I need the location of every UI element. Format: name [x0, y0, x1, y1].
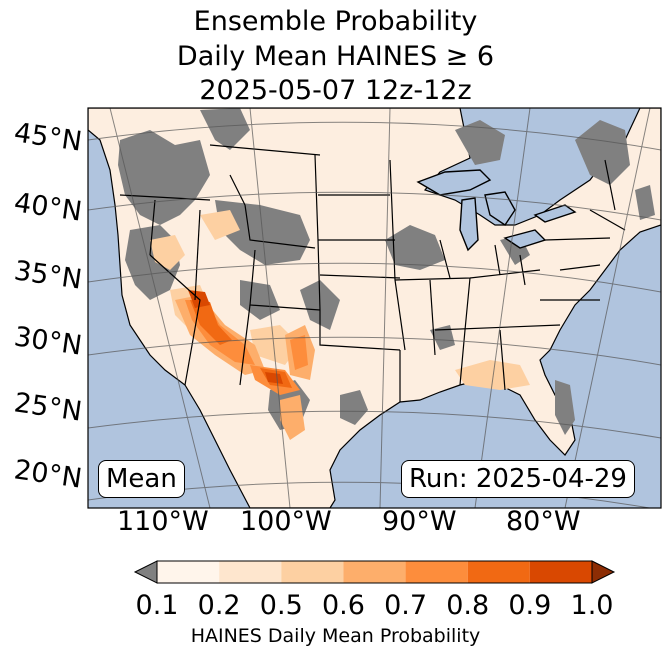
colorbar-under-triangle: [133, 560, 158, 584]
graticule: [88, 108, 661, 508]
colorbar: [133, 560, 616, 584]
colorbar-frame: [156, 560, 593, 584]
state-borders: [119, 144, 626, 402]
colorbar-cell: [219, 561, 282, 583]
colorbar-tick-label: 0.9: [508, 590, 552, 621]
colorbar-cell: [467, 561, 530, 583]
stat-annotation: Mean: [98, 460, 185, 498]
lon-label-110: 110°W: [117, 506, 209, 537]
colorbar-label: HAINES Daily Mean Probability: [190, 625, 481, 647]
great-lakes: [416, 169, 577, 252]
colorbar-cell: [405, 561, 468, 583]
colorbar-tick-label: 0.7: [384, 590, 428, 621]
colorbar-cell: [343, 561, 406, 583]
map-frame: [87, 107, 662, 509]
colorbar-tick-label: 0.6: [321, 590, 365, 621]
colorbar-tick-label: 1.0: [570, 590, 614, 621]
colorbar-over-triangle: [591, 560, 616, 584]
lon-label-80: 80°W: [506, 506, 581, 537]
colorbar-cell: [529, 561, 592, 583]
colorbar-cell: [157, 561, 220, 583]
lon-label-100: 100°W: [240, 506, 332, 537]
title-line-3: 2025-05-07 12z-12z: [199, 75, 472, 106]
lon-label-90: 90°W: [382, 506, 457, 537]
title-line-2: Daily Mean HAINES ≥ 6: [176, 41, 495, 72]
colorbar-tick-label: 0.2: [197, 590, 241, 621]
colorbar-tick-label: 0.8: [446, 590, 490, 621]
title-line-1: Ensemble Probability: [193, 6, 478, 37]
colorbar-cell: [281, 561, 344, 583]
colorbar-tick-label: 0.1: [135, 590, 179, 621]
colorbar-tick-label: 0.5: [259, 590, 303, 621]
run-annotation: Run: 2025-04-29: [401, 460, 635, 498]
